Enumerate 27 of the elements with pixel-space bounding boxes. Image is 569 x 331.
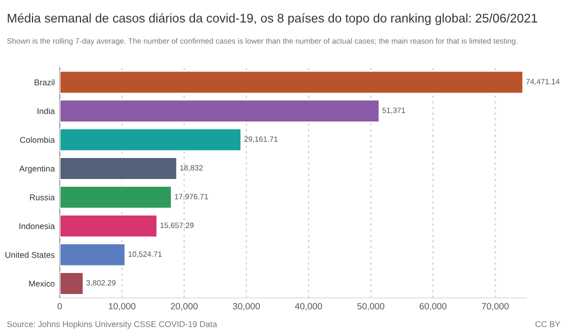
y-tick-label: Mexico (29, 280, 55, 287)
source-note: Source: Johns Hopkins University CSSE COVID-19 Data (7, 320, 218, 329)
bar (60, 272, 84, 296)
bar (60, 128, 242, 152)
bar (60, 99, 380, 123)
text: CC BY (535, 321, 560, 328)
y-tick-label: Argentina (19, 165, 55, 174)
y-tick-label: United States (6, 252, 55, 258)
x-tick-label: 20,000 (170, 303, 198, 310)
x-tick-label: 70,000 (482, 303, 509, 310)
y-tick-label: Russia (30, 194, 55, 200)
x-tick-label: 10,000 (108, 303, 136, 310)
y-tick-label: Brazil (34, 79, 54, 86)
x-tick-label: 40,000 (294, 303, 322, 310)
bar (60, 242, 126, 267)
y-tick-label: Colombia (20, 136, 55, 143)
x-tick-label: 30,000 (232, 303, 260, 310)
bar (60, 156, 178, 180)
x-tick-label: 50,000 (357, 303, 384, 310)
chart-title: Média semanal de casos diários da covid-19, os 8 países do topo do ranking global: 25/06/2021 (8, 13, 538, 26)
bar (60, 70, 524, 94)
x-tick-label: 0 (58, 303, 62, 310)
bar (60, 214, 158, 238)
bar (60, 185, 172, 210)
x-tick-label: 60,000 (420, 303, 446, 310)
y-tick-label: Indonesia (20, 222, 55, 230)
y-tick-label: India (38, 108, 55, 114)
